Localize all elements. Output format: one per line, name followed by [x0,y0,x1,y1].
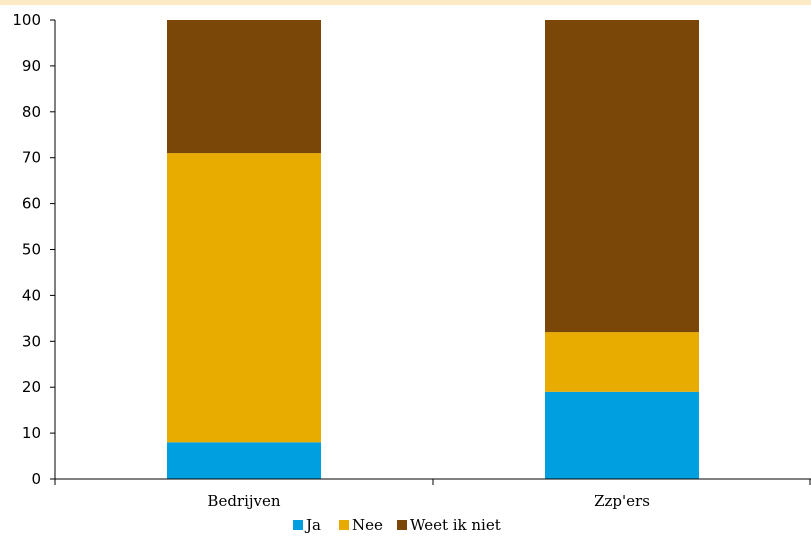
legend-label: Ja [304,516,321,534]
bar-segment [167,442,321,479]
y-tick-label: 70 [22,149,41,167]
legend-swatch [293,520,303,530]
bar-segment [545,391,699,479]
legend-label: Nee [352,516,383,534]
y-tick-label: 90 [22,57,41,75]
bar-segment [167,153,321,443]
y-tick-label: 20 [22,378,41,396]
y-tick-label: 100 [12,11,41,29]
y-tick-label: 30 [22,332,41,350]
y-tick-label: 60 [22,195,41,213]
legend-swatch [339,520,349,530]
category-label: Bedrijven [207,492,280,510]
y-tick-label: 80 [22,103,41,121]
legend-swatch [397,520,407,530]
y-tick-label: 0 [31,470,41,488]
bar-segment [545,20,699,333]
bar-segment [167,20,321,154]
bar-segment [545,332,699,392]
category-label: Zzp'ers [594,492,650,510]
y-tick-label: 50 [22,241,41,259]
y-tick-label: 10 [22,424,41,442]
top-band [0,0,811,5]
legend-label: Weet ik niet [410,516,501,534]
y-tick-label: 40 [22,286,41,304]
